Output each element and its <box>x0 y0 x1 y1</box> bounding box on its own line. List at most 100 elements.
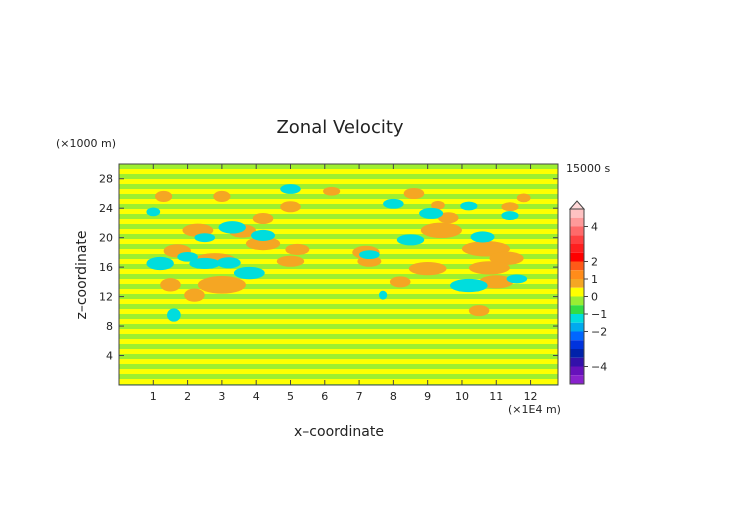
x-axis: 1 2 3 4 5 6 7 8 9 10 11 12 <box>150 164 538 403</box>
x-tick-label: 7 <box>356 390 363 403</box>
colorbar-tick-label: 4 <box>591 221 598 234</box>
negative-anomaly <box>251 229 276 241</box>
heatmap-field <box>119 164 558 385</box>
heatmap-band <box>119 244 558 249</box>
y-tick-label: 16 <box>99 261 113 274</box>
negative-anomaly <box>378 290 388 300</box>
x-tick-label: 6 <box>321 390 328 403</box>
y-tick-label: 20 <box>99 232 113 245</box>
y-tick-label: 4 <box>106 350 113 363</box>
colorbar-level <box>570 252 584 262</box>
x-tick-label: 5 <box>287 390 294 403</box>
colorbar-tick-label: −2 <box>591 326 607 339</box>
heatmap-band <box>119 234 558 239</box>
negative-anomaly <box>359 250 380 260</box>
x-tick-label: 8 <box>390 390 397 403</box>
colorbar-level <box>570 331 584 341</box>
plot-frame <box>118 163 559 386</box>
x-axis-label: x–coordinate <box>294 424 384 440</box>
positive-anomaly <box>280 201 301 213</box>
positive-anomaly <box>489 251 524 265</box>
colorbar-level <box>570 209 584 218</box>
colorbar-level <box>570 217 584 227</box>
x-tick-label: 1 <box>150 390 157 403</box>
colorbar-tick-label: 1 <box>591 273 598 286</box>
x-tick-label: 9 <box>424 390 431 403</box>
colorbar-level <box>570 366 584 376</box>
heatmap-band <box>119 164 558 169</box>
colorbar-tick-label: −4 <box>591 361 607 374</box>
positive-anomaly <box>389 276 411 288</box>
x-unit-label: (×1E4 m) <box>508 403 561 416</box>
negative-anomaly <box>216 257 241 269</box>
negative-anomaly <box>146 207 161 217</box>
positive-anomaly <box>408 261 447 276</box>
colorbar-level <box>570 244 584 253</box>
heatmap-band <box>119 174 558 179</box>
heatmap-band <box>119 294 558 299</box>
colorbar-level <box>570 314 584 323</box>
positive-anomaly <box>285 243 310 255</box>
heatmap-band <box>119 214 558 219</box>
x-tick-label: 3 <box>218 390 225 403</box>
colorbar-tick-label: −1 <box>591 308 607 321</box>
negative-anomaly <box>460 201 478 211</box>
negative-anomaly <box>280 184 301 194</box>
y-tick-label: 28 <box>99 173 113 186</box>
y-tick-label: 8 <box>106 320 113 333</box>
time-label: 15000 s <box>566 162 610 175</box>
positive-anomaly <box>479 275 514 289</box>
colorbar-level <box>570 279 584 288</box>
positive-anomaly <box>357 255 382 267</box>
heatmap-band <box>119 284 558 289</box>
positive-anomaly <box>276 255 305 267</box>
negative-anomaly <box>167 308 181 322</box>
negative-anomaly <box>146 256 174 271</box>
heatmap-band <box>119 274 558 279</box>
y-axis-label: z–coordinate <box>74 230 90 319</box>
negative-anomaly <box>383 198 404 209</box>
colorbar-level <box>570 296 584 306</box>
x-tick-label: 12 <box>524 390 538 403</box>
positive-anomaly <box>403 187 425 199</box>
y-axis: 4 8 12 16 20 24 28 <box>99 173 558 363</box>
colorbar-tick-label: 0 <box>591 291 598 304</box>
y-tick-label: 24 <box>99 202 113 215</box>
heatmap-band <box>119 334 558 339</box>
chart-title: Zonal Velocity <box>276 117 403 138</box>
negative-anomaly <box>218 221 246 234</box>
positive-anomaly <box>197 275 246 294</box>
negative-anomaly <box>501 211 519 220</box>
positive-anomaly <box>252 212 274 225</box>
negative-anomaly <box>396 234 425 246</box>
x-tick-label: 10 <box>455 390 469 403</box>
colorbar-level <box>570 287 584 297</box>
heatmap-band <box>119 184 558 189</box>
positive-anomaly <box>468 305 490 317</box>
positive-anomaly <box>213 190 231 202</box>
positive-anomaly <box>431 200 445 210</box>
heatmap-band <box>119 364 558 369</box>
colorbar-level <box>570 305 584 314</box>
heatmap-band <box>119 194 558 199</box>
negative-anomaly <box>449 278 488 293</box>
colorbar: 4 2 1 0 −1 −2 −4 <box>568 200 607 385</box>
heatmap-band <box>119 264 558 269</box>
negative-anomaly <box>177 251 198 262</box>
colorbar-level <box>570 357 584 367</box>
positive-anomaly <box>501 202 519 212</box>
heatmap-band <box>119 344 558 349</box>
colorbar-level <box>570 270 584 279</box>
x-tick-label: 4 <box>253 390 260 403</box>
heatmap-band <box>119 204 558 209</box>
negative-anomaly <box>470 231 495 243</box>
positive-anomaly <box>184 288 205 302</box>
y-tick-label: 12 <box>99 291 113 304</box>
heatmap-band <box>119 374 558 379</box>
negative-anomaly <box>189 257 221 269</box>
positive-anomaly <box>245 236 281 251</box>
heatmap-band <box>119 304 558 309</box>
positive-anomaly <box>468 261 510 275</box>
colorbar-level <box>570 226 584 236</box>
